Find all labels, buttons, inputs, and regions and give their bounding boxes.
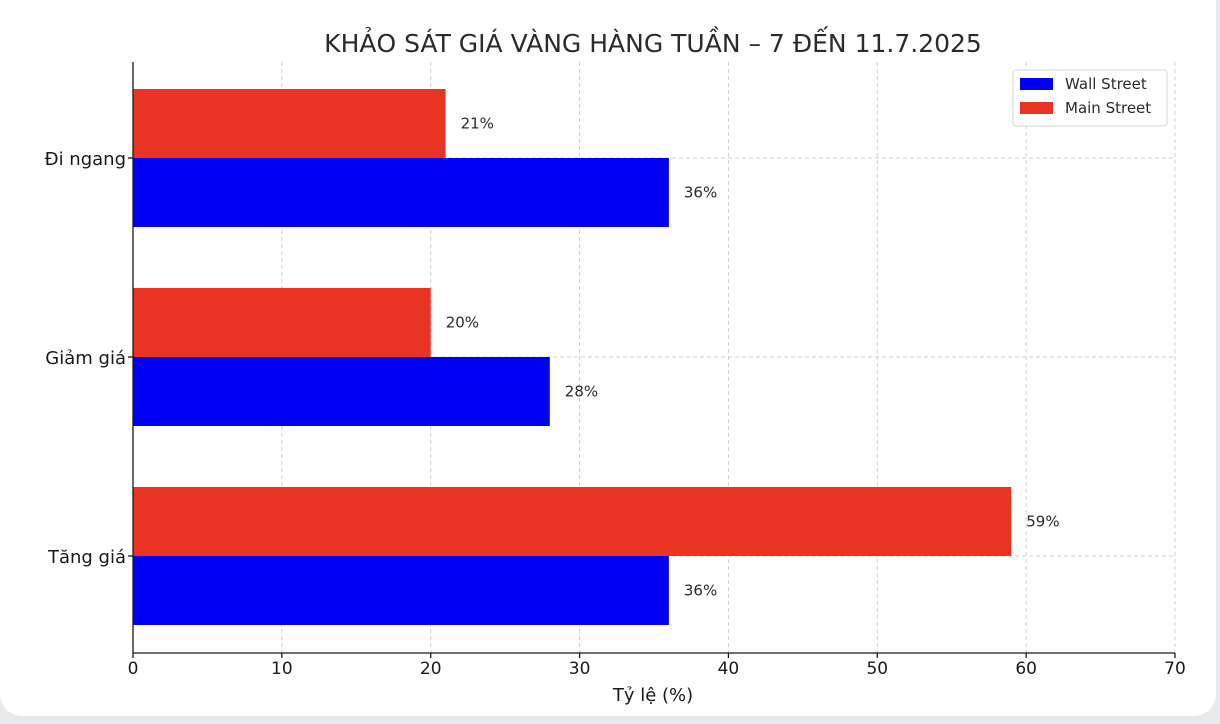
category-label-1: Giảm giá: [45, 348, 126, 369]
axes: [128, 62, 1176, 658]
bar-main-street-1: [133, 288, 431, 357]
bar-main-street-0: [133, 487, 1012, 556]
legend: Wall Street Main Street: [1012, 69, 1168, 127]
bar-wall-street-1: [133, 357, 550, 426]
data-label-main-street-2: 21%: [461, 115, 494, 133]
legend-swatch-0: [1020, 78, 1053, 90]
x-tick-label-4: 40: [718, 659, 740, 679]
x-tick-label-2: 20: [420, 659, 442, 679]
x-tick-label-1: 10: [271, 659, 293, 679]
bar-wall-street-2: [133, 158, 669, 227]
legend-swatch-1: [1020, 102, 1053, 114]
x-axis-label: Tỷ lệ (%): [612, 685, 693, 706]
x-tick-label-3: 30: [569, 659, 591, 679]
bar-main-street-2: [133, 89, 446, 158]
data-label-main-street-0: 59%: [1026, 513, 1059, 531]
legend-label-0: Wall Street: [1065, 75, 1147, 93]
x-tick-label-0: 0: [128, 659, 139, 679]
category-label-2: Đi ngang: [45, 149, 126, 170]
legend-label-1: Main Street: [1065, 99, 1151, 117]
bars: [133, 89, 1012, 625]
x-tick-label-5: 50: [866, 659, 888, 679]
labels: 36% 59% Tăng giá 28% 20% Giảm giá 36% 21% Đi nga…: [45, 115, 1186, 680]
data-label-wall-street-0: 36%: [684, 582, 717, 600]
chart-title: KHẢO SÁT GIÁ VÀNG HÀNG TUẦN – 7 ĐẾN 11.7…: [324, 26, 982, 58]
bar-wall-street-0: [133, 556, 669, 625]
category-label-0: Tăng giá: [47, 547, 126, 568]
data-label-main-street-1: 20%: [446, 314, 479, 332]
x-tick-label-6: 60: [1015, 659, 1037, 679]
data-label-wall-street-2: 36%: [684, 184, 717, 202]
x-tick-label-7: 70: [1164, 659, 1186, 679]
data-label-wall-street-1: 28%: [565, 383, 598, 401]
